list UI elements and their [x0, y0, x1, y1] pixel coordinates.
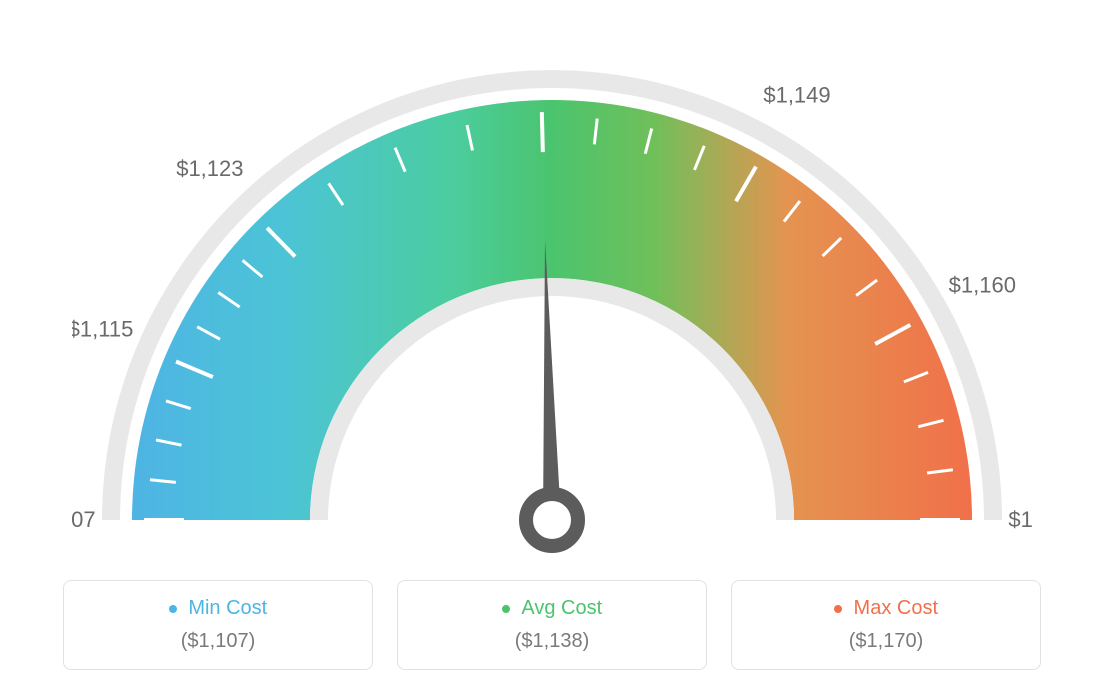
legend-title-max: Max Cost — [732, 597, 1040, 620]
gauge-tick-label: $1,160 — [949, 273, 1016, 298]
gauge-tick-label: $1,170 — [1008, 507, 1032, 532]
legend-card-avg: Avg Cost ($1,138) — [397, 580, 707, 670]
legend-title-min: Min Cost — [64, 597, 372, 620]
gauge-chart: $1,107$1,115$1,123$1,138$1,149$1,160$1,1… — [72, 60, 1032, 600]
dot-icon — [834, 605, 842, 613]
legend-value-avg: ($1,138) — [398, 630, 706, 653]
legend-title-avg: Avg Cost — [398, 597, 706, 620]
dot-icon — [169, 605, 177, 613]
gauge-needle-hub — [526, 494, 578, 546]
gauge-container: $1,107$1,115$1,123$1,138$1,149$1,160$1,1… — [0, 0, 1104, 560]
legend-value-min: ($1,107) — [64, 630, 372, 653]
legend-row: Min Cost ($1,107) Avg Cost ($1,138) Max … — [63, 580, 1041, 670]
gauge-tick-label: $1,149 — [763, 83, 830, 108]
gauge-tick-label: $1,123 — [176, 156, 243, 181]
gauge-major-tick — [542, 112, 543, 152]
gauge-tick-label: $1,115 — [72, 317, 133, 342]
legend-value-max: ($1,170) — [732, 630, 1040, 653]
legend-title-text: Min Cost — [188, 597, 267, 619]
legend-title-text: Max Cost — [854, 597, 938, 619]
legend-card-max: Max Cost ($1,170) — [731, 580, 1041, 670]
gauge-tick-label: $1,107 — [72, 507, 96, 532]
legend-title-text: Avg Cost — [521, 597, 602, 619]
dot-icon — [502, 605, 510, 613]
legend-card-min: Min Cost ($1,107) — [63, 580, 373, 670]
